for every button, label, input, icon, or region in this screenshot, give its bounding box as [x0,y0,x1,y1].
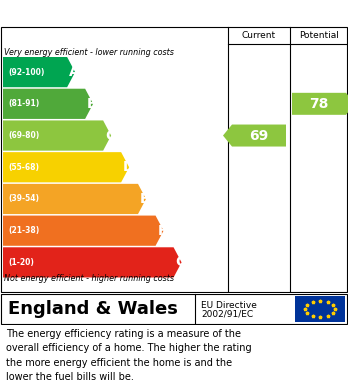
Text: 78: 78 [309,97,329,111]
Polygon shape [3,247,182,278]
Text: (81-91): (81-91) [8,99,39,108]
Text: (1-20): (1-20) [8,258,34,267]
Text: Potential: Potential [299,30,339,39]
Text: (69-80): (69-80) [8,131,39,140]
Text: D: D [123,160,135,174]
Text: 69: 69 [250,129,269,143]
Text: 2002/91/EC: 2002/91/EC [201,309,253,318]
Text: B: B [87,97,98,111]
Text: C: C [105,129,116,143]
Text: The energy efficiency rating is a measure of the
overall efficiency of a home. T: The energy efficiency rating is a measur… [6,329,252,382]
Polygon shape [3,152,129,182]
Text: (55-68): (55-68) [8,163,39,172]
Polygon shape [292,93,348,115]
Polygon shape [3,184,146,214]
Text: EU Directive: EU Directive [201,301,257,310]
Polygon shape [223,125,286,147]
Text: (21-38): (21-38) [8,226,39,235]
Text: A: A [69,65,80,79]
Bar [295,296,345,322]
Polygon shape [3,215,164,246]
Text: E: E [140,192,150,206]
Text: Current: Current [242,30,276,39]
Text: F: F [158,224,167,238]
Text: (39-54): (39-54) [8,194,39,203]
Polygon shape [3,57,75,87]
Text: G: G [175,255,187,269]
Text: England & Wales: England & Wales [8,300,178,318]
Text: Not energy efficient - higher running costs: Not energy efficient - higher running co… [4,274,174,283]
Polygon shape [3,120,111,151]
Text: (92-100): (92-100) [8,68,45,77]
Text: Energy Efficiency Rating: Energy Efficiency Rating [10,5,220,20]
Text: Very energy efficient - lower running costs: Very energy efficient - lower running co… [4,48,174,57]
Polygon shape [3,89,93,119]
